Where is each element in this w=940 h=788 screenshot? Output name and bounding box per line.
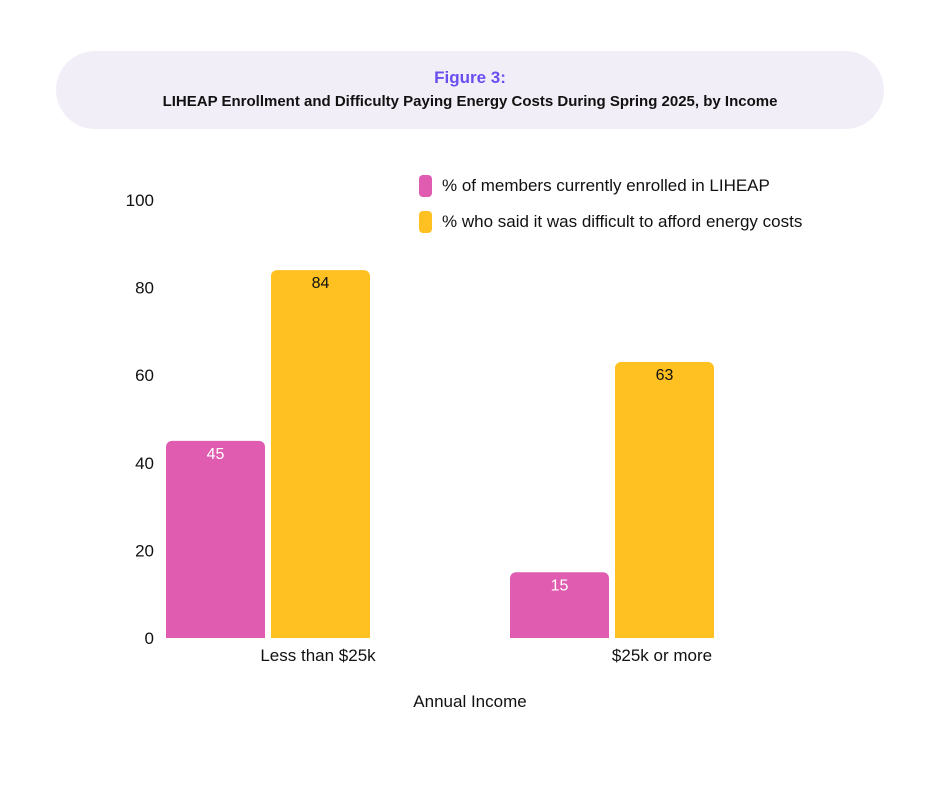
x-category-label: Less than $25k bbox=[260, 646, 376, 665]
bar-base bbox=[510, 630, 609, 638]
bar bbox=[166, 440, 265, 638]
bar bbox=[510, 572, 609, 638]
data-label: 45 bbox=[207, 446, 225, 463]
bar bbox=[271, 270, 370, 638]
data-label: 15 bbox=[551, 577, 569, 594]
figure-title: LIHEAP Enrollment and Difficulty Paying … bbox=[162, 93, 778, 110]
data-label: 63 bbox=[656, 367, 674, 384]
data-label: 84 bbox=[312, 275, 330, 292]
legend-label: % who said it was difficult to afford en… bbox=[442, 212, 802, 231]
x-axis-title: Annual Income bbox=[413, 692, 526, 711]
bar bbox=[615, 362, 714, 638]
figure-label: Figure 3: bbox=[434, 68, 506, 87]
legend-swatch bbox=[419, 211, 432, 233]
x-axis: Less than $25k $25k or more bbox=[260, 646, 712, 665]
y-tick-label: 60 bbox=[135, 366, 154, 385]
bar-base bbox=[166, 630, 265, 638]
figure-header: Figure 3: LIHEAP Enrollment and Difficul… bbox=[56, 51, 884, 129]
y-tick-label: 40 bbox=[135, 454, 154, 473]
y-tick-label: 0 bbox=[145, 629, 154, 648]
x-category-label: $25k or more bbox=[612, 646, 712, 665]
bars: 45 15 84 63 bbox=[166, 270, 714, 638]
bar-base bbox=[615, 630, 714, 638]
legend: % of members currently enrolled in LIHEA… bbox=[419, 175, 802, 233]
bar-base bbox=[271, 630, 370, 638]
y-tick-label: 80 bbox=[135, 279, 154, 298]
y-tick-label: 20 bbox=[135, 541, 154, 560]
legend-swatch bbox=[419, 175, 432, 197]
y-tick-label: 100 bbox=[126, 191, 154, 210]
legend-label: % of members currently enrolled in LIHEA… bbox=[442, 176, 770, 195]
y-axis: 0 20 40 60 80 100 bbox=[126, 191, 154, 648]
